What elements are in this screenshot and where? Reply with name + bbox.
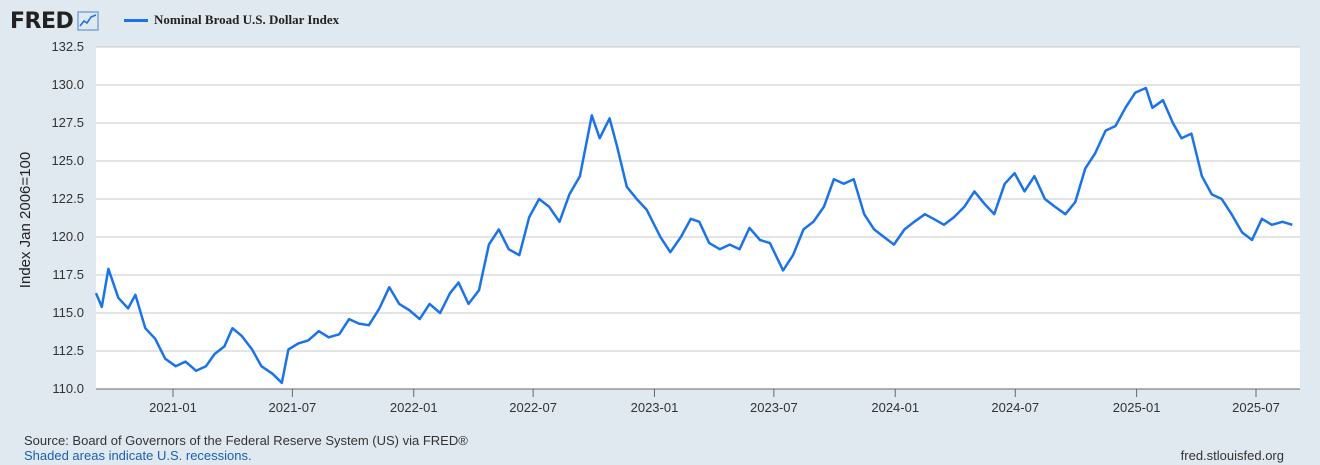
x-tick-label: 2022-07	[509, 400, 557, 415]
grid-lines	[96, 46, 1300, 390]
x-tick-label: 2022-01	[390, 400, 438, 415]
line-chart-icon	[77, 11, 100, 31]
legend-swatch	[124, 18, 148, 22]
y-tick-label: 132.5	[51, 39, 84, 54]
y-tick-label: 112.5	[52, 343, 84, 358]
y-tick-label: 125.0	[51, 153, 84, 168]
x-axis: 2021-01 2021-07 2022-01 2022-07 2023-01 2023-…	[96, 388, 1300, 415]
y-tick-label: 130.0	[51, 77, 84, 92]
x-tick-label: 2024-01	[871, 400, 919, 415]
chart-legend: Nominal Broad U.S. Dollar Index	[124, 12, 339, 28]
x-tick-label: 2025-07	[1232, 400, 1280, 415]
x-tick-label: 2021-01	[149, 400, 197, 415]
x-tick-label: 2024-07	[991, 400, 1039, 415]
y-tick-label: 122.5	[51, 191, 84, 206]
x-tick-label: 2025-01	[1113, 400, 1161, 415]
series-line	[94, 86, 1293, 385]
fred-url[interactable]: fred.stlouisfed.org	[1180, 448, 1284, 463]
y-tick-label: 110.0	[52, 381, 84, 396]
y-axis: 110.0 112.5 115.0 117.5 120.0 122.5 125.0 127.5…	[51, 39, 84, 396]
series-layer	[94, 86, 1293, 385]
fred-logo[interactable]: FRED	[10, 8, 74, 34]
y-tick-label: 120.0	[51, 229, 84, 244]
recessions-link[interactable]: Shaded areas indicate U.S. recessions.	[24, 448, 252, 463]
y-tick-label: 117.5	[52, 267, 84, 282]
x-tick-label: 2021-07	[269, 400, 317, 415]
y-tick-label: 115.0	[52, 305, 84, 320]
source-note: Source: Board of Governors of the Federa…	[24, 433, 468, 448]
fred-header: FRED	[10, 6, 100, 36]
plot-area	[96, 47, 1300, 389]
y-axis-label: Index Jan 2006=100	[17, 152, 34, 288]
x-tick-label: 2023-01	[631, 400, 679, 415]
line-chart: 110.0 112.5 115.0 117.5 120.0 122.5 125.0 127.5…	[17, 39, 1300, 415]
legend-label: Nominal Broad U.S. Dollar Index	[154, 12, 340, 27]
y-tick-label: 127.5	[51, 115, 84, 130]
x-tick-label: 2023-07	[750, 400, 798, 415]
